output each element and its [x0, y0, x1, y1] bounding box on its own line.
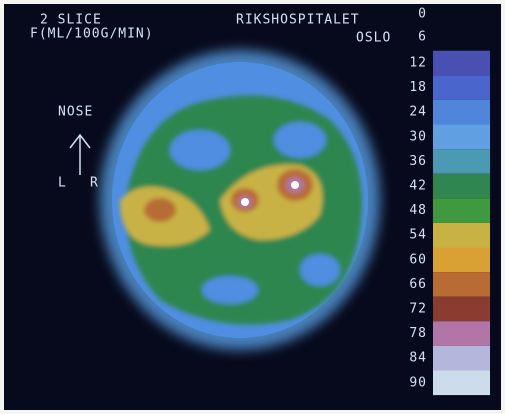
nose-label: NOSE — [58, 105, 93, 120]
scale-swatch — [433, 173, 490, 199]
scale-swatch — [433, 272, 490, 297]
scale-label: 6 — [418, 30, 427, 45]
city-label: OSLO — [356, 31, 391, 46]
scale-label: 90 — [409, 375, 427, 390]
scale-swatch — [433, 99, 490, 125]
scale-label: 12 — [409, 56, 427, 71]
scale-swatch — [433, 370, 490, 396]
scale-label: 30 — [409, 129, 427, 144]
scale-swatch — [433, 75, 490, 100]
scale-label: 18 — [409, 80, 427, 95]
scale-swatch — [433, 198, 490, 223]
unit-label: F(ML/100G/MIN) — [30, 27, 154, 42]
scale-label: 0 — [418, 7, 427, 22]
scale-label: 36 — [409, 154, 427, 169]
scale-label: 66 — [409, 277, 427, 292]
scale-swatch — [433, 345, 490, 371]
scale-swatch — [433, 247, 490, 273]
scale-swatch — [433, 124, 490, 150]
scale-label: 72 — [409, 302, 427, 317]
scale-swatch — [433, 222, 490, 248]
scale-label: 42 — [409, 179, 427, 194]
scale-swatch — [433, 149, 490, 174]
scale-label: 54 — [409, 228, 427, 243]
scale-label: 48 — [409, 203, 427, 218]
scale-label: 78 — [409, 326, 427, 341]
scale-label: 60 — [409, 252, 427, 267]
slice-label: 2 SLICE — [40, 13, 102, 28]
hospital-label: RIKSHOSPITALET — [236, 13, 360, 28]
nose-arrow — [69, 133, 91, 175]
left-label: L — [58, 176, 67, 191]
scale-label: 24 — [409, 105, 427, 120]
brain-scan — [100, 50, 380, 350]
scale-swatch — [433, 296, 490, 322]
scale-label: 84 — [409, 351, 427, 366]
right-label: R — [90, 176, 99, 191]
color-scale: 0 6 12 18 24 30 36 42 48 54 60 66 72 78 84 90 — [409, 7, 490, 396]
scale-swatch — [433, 321, 490, 346]
scale-swatch — [433, 50, 490, 76]
